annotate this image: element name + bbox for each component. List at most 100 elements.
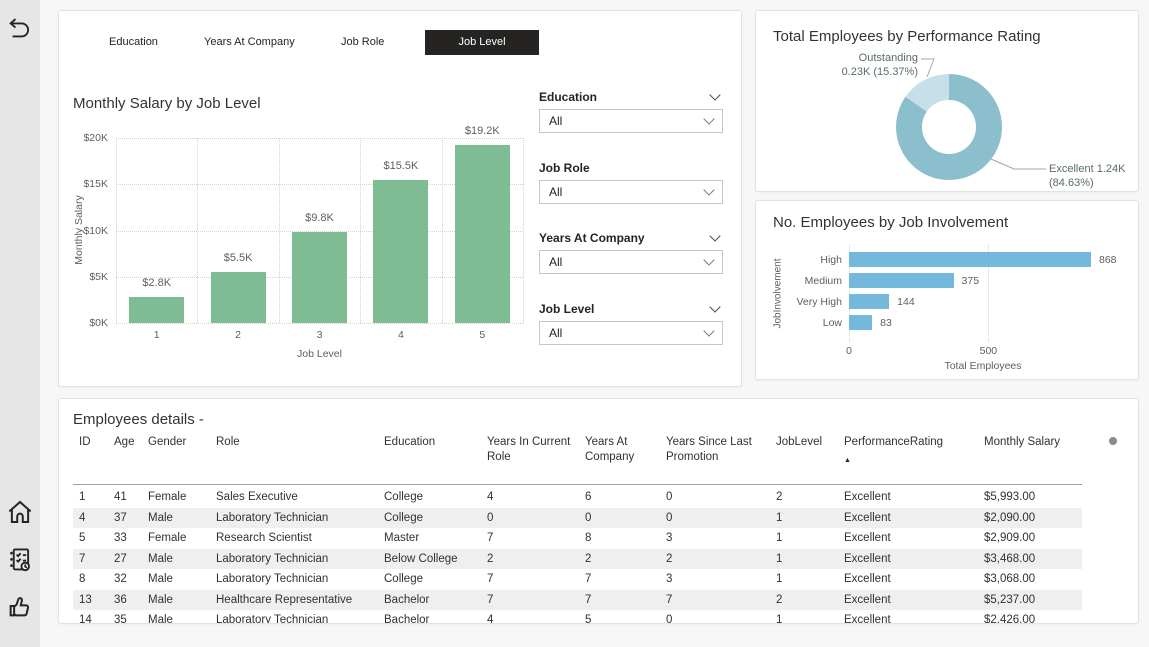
filter-education-dropdown[interactable]: All <box>539 109 723 133</box>
table-row[interactable]: 8 32 Male Laboratory Technician College 7 7 3 1 E… <box>73 569 1082 590</box>
column-header-joblevel[interactable]: JobLevel <box>770 435 838 481</box>
table-cell: 7 <box>487 573 494 585</box>
scrollbar-thumb[interactable] <box>1109 437 1117 445</box>
table-row[interactable]: 4 37 Male Laboratory Technician College 0 0 0 1 E… <box>73 507 1082 528</box>
table-cell: 3 <box>666 532 673 544</box>
tab-education[interactable]: Education <box>109 36 158 48</box>
donut-label-excellent: Excellent 1.24K (84.63%) <box>1049 163 1126 189</box>
table-cell: Excellent <box>844 593 891 606</box>
left-sidebar <box>0 0 40 647</box>
table-row[interactable]: 14 35 Male Laboratory Technician Bachelor 4 5 0… <box>73 610 1082 624</box>
table-cell: 0 <box>666 511 673 524</box>
column-header-label: Role <box>216 436 240 448</box>
back-icon[interactable] <box>5 14 35 44</box>
table-cell: 1 <box>776 573 783 585</box>
filter-years-at-company-dropdown[interactable]: All <box>539 250 723 274</box>
table-cell: Excellent <box>844 511 891 524</box>
table-cell: $5,237.00 <box>984 593 1036 606</box>
filter-job-level-dropdown[interactable]: All <box>539 321 723 345</box>
chevron-down-icon[interactable] <box>709 89 721 101</box>
table-cell: $2,426.00 <box>984 614 1036 624</box>
y-tick-label: $0K <box>89 317 108 329</box>
bar-job-level-2[interactable] <box>210 272 266 323</box>
column-header-label: Education <box>384 436 436 448</box>
table-cell: 13 <box>79 593 92 606</box>
bar-medium[interactable] <box>849 273 954 288</box>
x-tick-label: 1 <box>153 329 160 341</box>
column-header-monthly-salary[interactable]: Monthly Salary <box>978 435 1076 481</box>
bar-very-high[interactable] <box>849 294 890 309</box>
bar-value-label: $15.5K <box>383 159 419 172</box>
column-header-years-since-last-promotion[interactable]: Years Since Last Promotion <box>660 435 770 481</box>
table-title: Employees details - <box>73 411 204 428</box>
table-cell: Excellent <box>844 614 891 624</box>
donut-label-line1: Outstanding <box>858 52 918 64</box>
column-header-id[interactable]: ID <box>73 435 108 481</box>
bar-high[interactable] <box>849 252 1091 267</box>
table-row[interactable]: 1 41 Female Sales Executive College 4 6 0 2 Excel… <box>73 487 1082 508</box>
survey-checklist-icon[interactable] <box>5 544 35 574</box>
table-cell: Laboratory Technician <box>216 511 329 524</box>
table-cell: 35 <box>114 614 127 624</box>
column-header-gender[interactable]: Gender <box>142 435 210 481</box>
table-cell: 7 <box>666 593 673 606</box>
tab-years-at-company[interactable]: Years At Company <box>204 36 295 48</box>
bar-job-level-3[interactable] <box>292 232 347 323</box>
column-header-years-at-company[interactable]: Years At Company <box>579 435 660 481</box>
table-cell: 2 <box>487 552 494 565</box>
column-header-age[interactable]: Age <box>108 435 142 481</box>
column-header-performancerating[interactable]: PerformanceRating ▲ <box>838 435 978 481</box>
table-row[interactable]: 7 27 Male Laboratory Technician Below Colleg… <box>73 548 1082 569</box>
column-header-label: Monthly Salary <box>984 436 1061 448</box>
table-cell: Male <box>148 511 173 524</box>
table-cell: College <box>384 491 423 503</box>
table-cell: Excellent <box>844 552 891 565</box>
table-cell: 0 <box>487 511 494 524</box>
table-cell: Male <box>148 552 173 565</box>
table-cell: $3,068.00 <box>984 573 1036 585</box>
table-cell: 1 <box>79 491 86 503</box>
chevron-down-icon <box>703 184 715 196</box>
tab-job-role[interactable]: Job Role <box>341 36 385 48</box>
bar-job-level-1[interactable] <box>129 297 185 323</box>
filter-education-label: Education <box>539 89 721 105</box>
table-cell: Male <box>148 614 173 624</box>
chevron-down-icon[interactable] <box>709 301 721 313</box>
table-cell: Master <box>384 532 420 544</box>
y-tick-label: $20K <box>83 132 108 144</box>
table-cell: 1 <box>776 511 783 524</box>
dropdown-value: All <box>549 185 563 199</box>
chevron-down-icon[interactable] <box>709 230 721 242</box>
column-header-role[interactable]: Role <box>210 435 378 481</box>
table-cell: 33 <box>114 532 127 544</box>
table-cell: 4 <box>487 491 494 503</box>
column-header-education[interactable]: Education <box>378 435 481 481</box>
gridline <box>116 138 523 139</box>
home-icon[interactable] <box>5 497 35 527</box>
table-cell: Research Scientist <box>216 532 312 544</box>
column-header-years-in-current-role[interactable]: Years In Current Role <box>481 435 579 481</box>
filter-years-at-company-label: Years At Company <box>539 230 721 246</box>
table-cell: Female <box>148 491 187 503</box>
chevron-down-icon <box>703 254 715 266</box>
table-row[interactable]: 5 33 Female Research Scientist Master 7 8 3 1 Exc… <box>73 528 1082 549</box>
filter-job-role-dropdown[interactable]: All <box>539 180 723 204</box>
table-row[interactable]: 13 36 Male Healthcare Representative Bachelo… <box>73 589 1082 610</box>
filter-job-role-label: Job Role <box>539 160 719 176</box>
bar-job-level-5[interactable] <box>454 145 510 323</box>
bar-job-level-4[interactable] <box>373 179 429 323</box>
table-cell: 14 <box>79 614 92 624</box>
column-header-label: Years In Current Role <box>487 436 571 463</box>
category-label: High <box>820 254 842 266</box>
hbar-chart <box>849 245 1101 342</box>
tab-job-level[interactable]: Job Level <box>425 30 539 55</box>
thumbs-up-icon[interactable] <box>5 591 35 621</box>
x-tick-label: 500 <box>979 345 998 357</box>
table-cell: Laboratory Technician <box>216 552 329 565</box>
bar-value-label: $2.8K <box>142 277 172 290</box>
column-header-label: Years Since Last Promotion <box>666 436 752 463</box>
bar-low[interactable] <box>849 315 873 330</box>
table-header-row: ID Age Gender Role Education Years In Current… <box>73 435 1082 485</box>
salary-bar-chart: $2.8K $5.5K $9.8K $15.5K $19.2K <box>116 125 524 324</box>
